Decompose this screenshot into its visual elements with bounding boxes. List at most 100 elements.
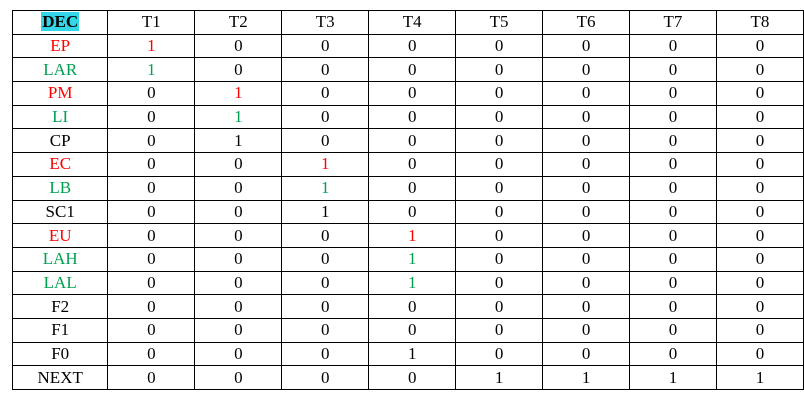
table-cell: 0: [455, 246, 544, 272]
row-label-ep: EP: [11, 33, 109, 59]
table-cell: 0: [368, 81, 457, 106]
table-cell: 0: [107, 223, 196, 248]
column-header-t3: T3: [281, 10, 370, 35]
table-cell: 0: [107, 81, 196, 106]
table-cell: 0: [194, 199, 283, 225]
table-cell: 0: [194, 223, 283, 248]
row-label-cp: CP: [11, 128, 109, 154]
table-cell: 0: [455, 152, 544, 177]
table-cell: 0: [455, 341, 544, 367]
table-cell: 0: [629, 33, 717, 59]
header-row: DEC T1 T2 T3 T4 T5 T6 T7 T8: [11, 10, 804, 35]
table-cell: 0: [629, 294, 717, 319]
table-row: EU 0 0 0 1 0 0 0 0: [11, 223, 804, 248]
table-cell: 0: [368, 104, 457, 130]
table-cell: 0: [542, 270, 631, 296]
table-cell: 0: [629, 81, 717, 106]
table-cell: 0: [629, 175, 717, 201]
table-cell: 0: [715, 33, 804, 59]
table-cell: 0: [542, 223, 631, 248]
table-cell: 1: [629, 365, 717, 390]
table-cell: 0: [281, 33, 370, 59]
table-cell: 0: [368, 128, 457, 154]
table-row: LAR 1 0 0 0 0 0 0 0: [11, 57, 804, 83]
row-label-f2: F2: [11, 294, 109, 319]
table-row: CP 0 1 0 0 0 0 0 0: [11, 128, 804, 154]
table-cell: 0: [715, 341, 804, 367]
table-cell: 1: [194, 81, 283, 106]
table-cell: 0: [281, 223, 370, 248]
table-row: LAH 0 0 0 1 0 0 0 0: [11, 246, 804, 272]
table-cell: 0: [542, 317, 631, 343]
table-cell: 0: [542, 57, 631, 83]
row-label-li: LI: [11, 104, 109, 130]
table-cell: 0: [542, 294, 631, 319]
table-row: SC1 0 0 1 0 0 0 0 0: [11, 199, 804, 225]
table-cell: 0: [455, 104, 544, 130]
table-cell: 0: [194, 294, 283, 319]
table-cell: 0: [715, 175, 804, 201]
table-cell: 1: [368, 270, 457, 296]
table-cell: 0: [107, 152, 196, 177]
table-body: EP 1 0 0 0 0 0 0 0 LAR 1 0 0 0 0 0 0 0 PM 0 1 0 0 0 0 0 0 LI 0 1 0 0 0 0 0…: [11, 33, 804, 390]
table-cell: 0: [368, 317, 457, 343]
table-row: LI 0 1 0 0 0 0 0 0: [11, 104, 804, 130]
table-cell: 0: [194, 57, 283, 83]
table-cell: 0: [107, 246, 196, 272]
table-cell: 0: [194, 175, 283, 201]
table-cell: 0: [715, 246, 804, 272]
table-cell: 0: [715, 317, 804, 343]
table-cell: 0: [629, 152, 717, 177]
table-cell: 0: [455, 199, 544, 225]
table-cell: 0: [194, 270, 283, 296]
table-cell: 0: [281, 317, 370, 343]
table-row: LB 0 0 1 0 0 0 0 0: [11, 175, 804, 201]
table-row: NEXT 0 0 0 0 1 1 1 1: [11, 365, 804, 390]
table-cell: 0: [455, 81, 544, 106]
table-cell: 1: [281, 199, 370, 225]
table-row: F0 0 0 0 1 0 0 0 0: [11, 341, 804, 367]
table-cell: 0: [629, 341, 717, 367]
table-cell: 0: [715, 104, 804, 130]
row-label-eu: EU: [11, 223, 109, 248]
decoder-table: DEC T1 T2 T3 T4 T5 T6 T7 T8 EP 1 0 0 0 0 0 0 0 LAR 1 0 0 0 0 0…: [11, 10, 804, 390]
table-cell: 1: [194, 104, 283, 130]
table-cell: 1: [542, 365, 631, 390]
table-cell: 1: [281, 152, 370, 177]
table-cell: 0: [107, 175, 196, 201]
table-cell: 1: [715, 365, 804, 390]
column-header-t8: T8: [715, 10, 804, 35]
table-cell: 0: [368, 175, 457, 201]
table-cell: 0: [368, 294, 457, 319]
table-cell: 0: [715, 128, 804, 154]
table-cell: 0: [455, 270, 544, 296]
table-cell: 0: [107, 128, 196, 154]
table-cell: 0: [455, 317, 544, 343]
table-cell: 0: [542, 199, 631, 225]
table-cell: 0: [455, 33, 544, 59]
table-cell: 0: [368, 199, 457, 225]
table-cell: 0: [715, 294, 804, 319]
table-cell: 0: [542, 152, 631, 177]
row-label-next: NEXT: [11, 365, 109, 390]
table-cell: 0: [281, 365, 370, 390]
table-cell: 0: [542, 341, 631, 367]
table-cell: 1: [368, 341, 457, 367]
table-cell: 0: [281, 81, 370, 106]
column-header-t5: T5: [455, 10, 544, 35]
table-cell: 0: [629, 104, 717, 130]
table-cell: 0: [194, 365, 283, 390]
table-cell: 0: [107, 104, 196, 130]
table-row: PM 0 1 0 0 0 0 0 0: [11, 81, 804, 106]
table-cell: 0: [194, 33, 283, 59]
table-cell: 0: [194, 341, 283, 367]
column-header-t2: T2: [194, 10, 283, 35]
table-cell: 0: [194, 317, 283, 343]
column-header-t4: T4: [368, 10, 457, 35]
table-cell: 0: [281, 57, 370, 83]
table-cell: 0: [455, 57, 544, 83]
table-cell: 0: [455, 128, 544, 154]
row-label-f1: F1: [11, 317, 109, 343]
row-label-lal: LAL: [11, 270, 109, 296]
row-label-pm: PM: [11, 81, 109, 106]
